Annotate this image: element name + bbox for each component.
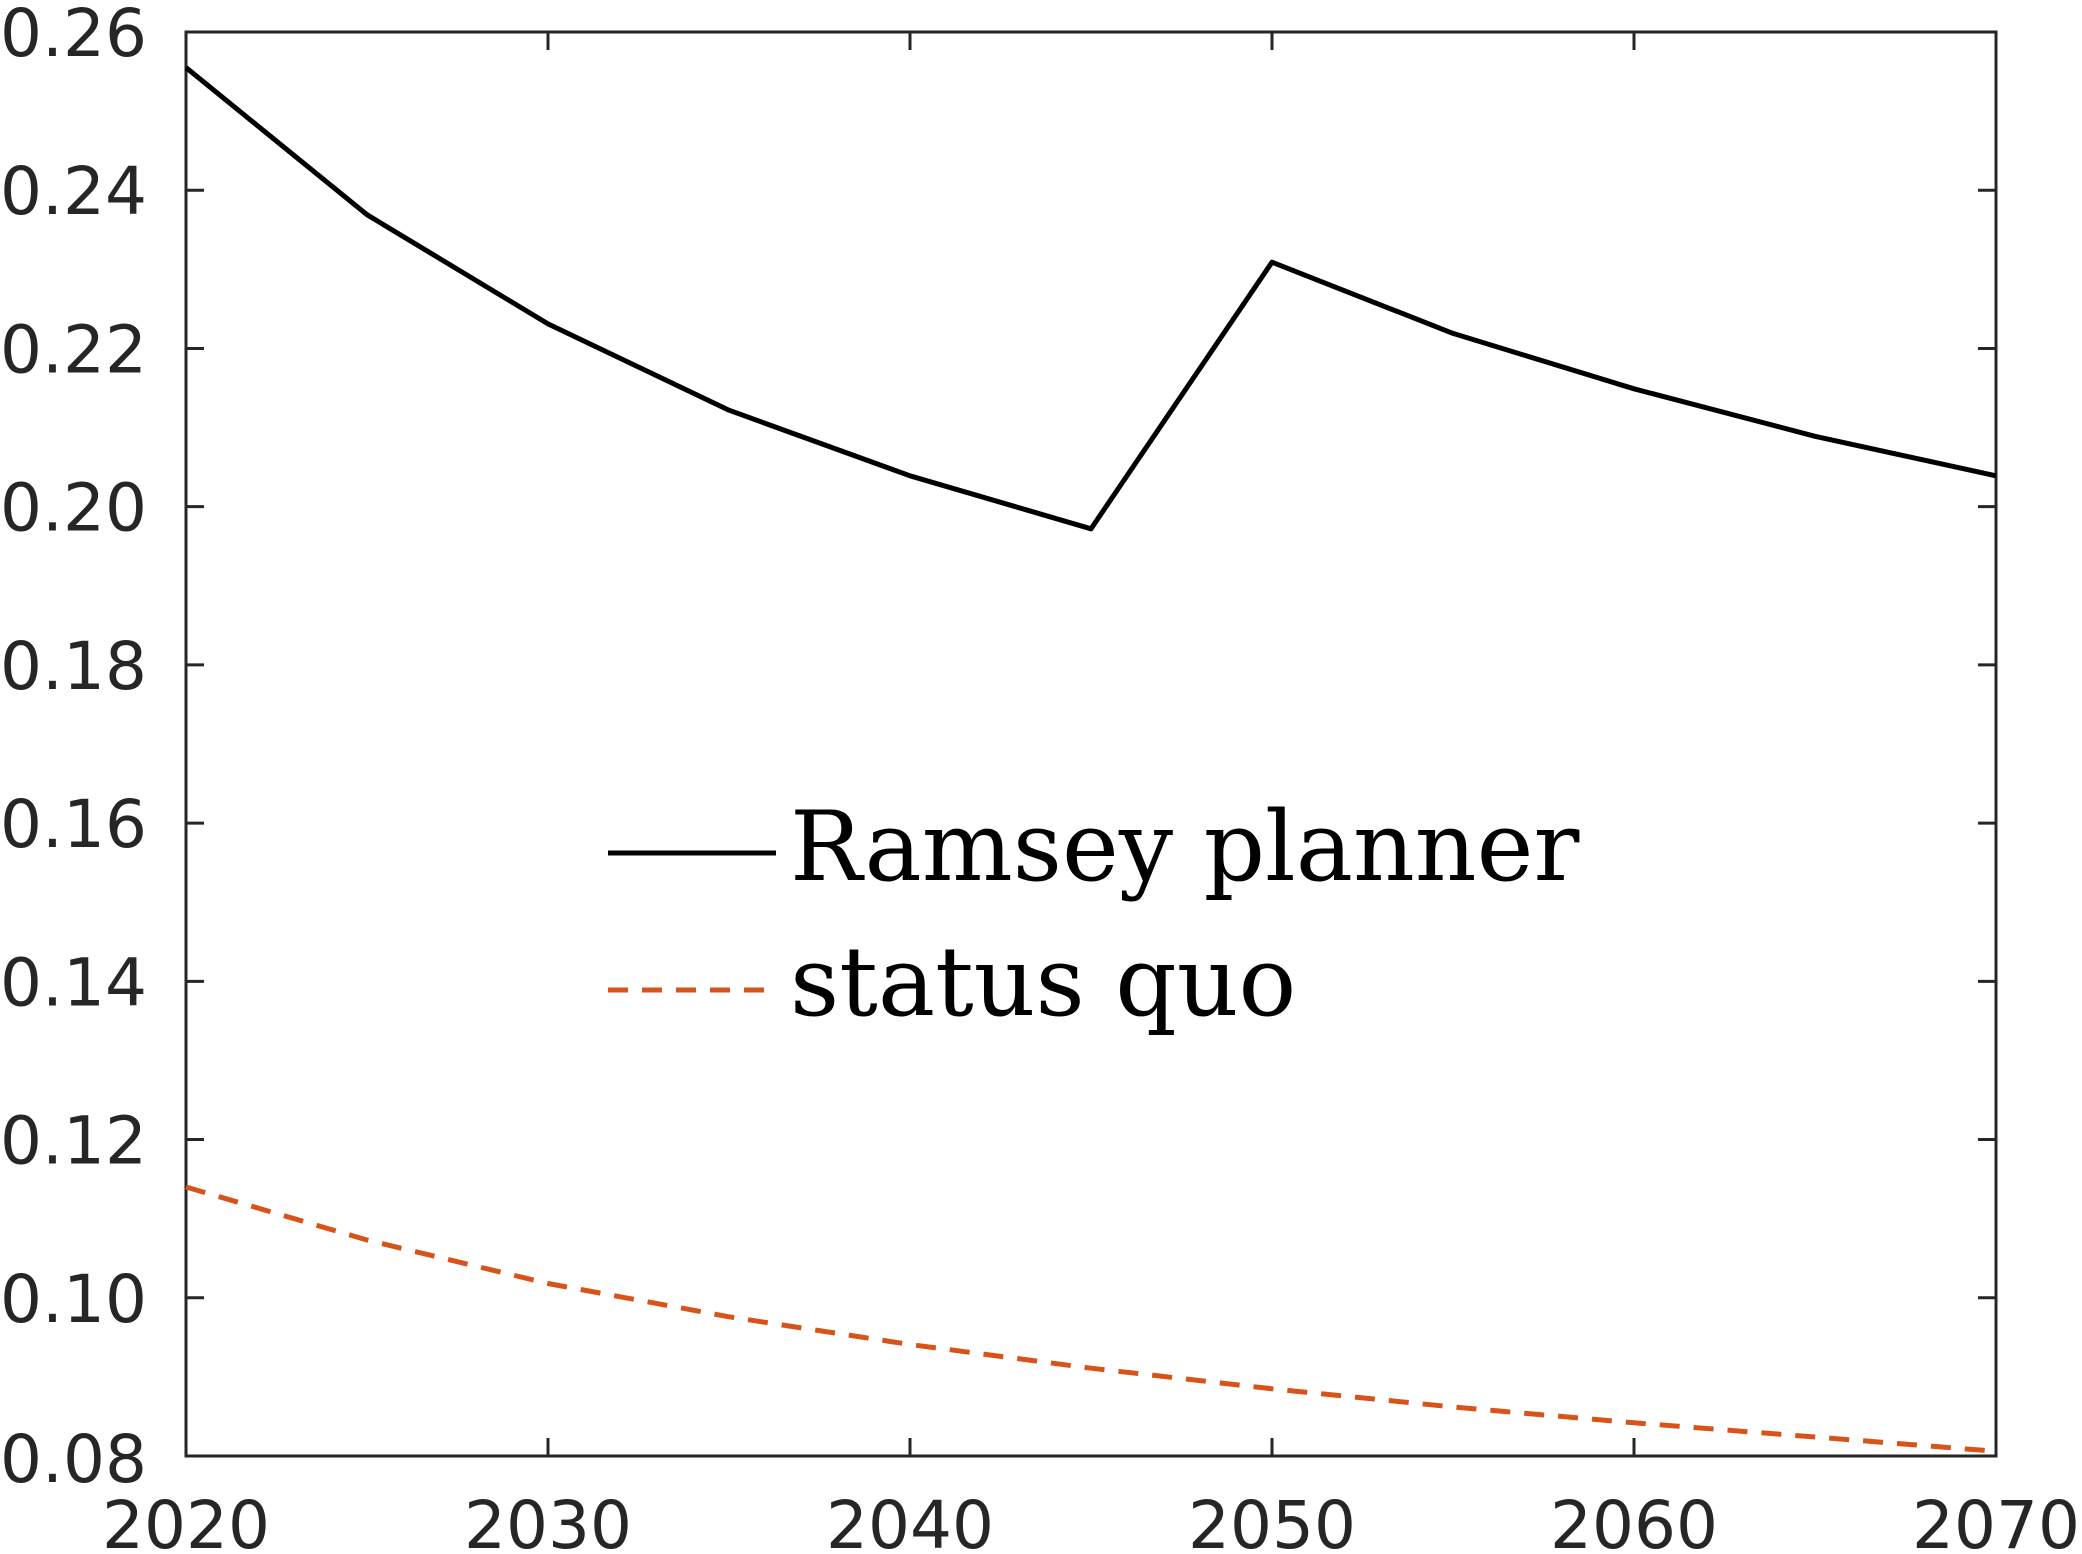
y-tick-label-9: 0.26 bbox=[0, 0, 147, 72]
x-tick-label-2050: 2050 bbox=[1188, 1487, 1356, 1554]
series-lines bbox=[184, 65, 1997, 1454]
y-tick-label-5: 0.18 bbox=[0, 628, 147, 705]
plot-area bbox=[184, 30, 1998, 1458]
y-tick-label-6: 0.20 bbox=[0, 470, 147, 547]
x-tick-label-2070: 2070 bbox=[1912, 1487, 2080, 1554]
y-tick-label-8: 0.24 bbox=[0, 153, 147, 230]
legend-label-status-quo: status quo bbox=[790, 926, 1296, 1038]
y-tick-label-0: 0.08 bbox=[0, 1421, 147, 1498]
x-tick-label-2020: 2020 bbox=[102, 1487, 270, 1554]
y-tick-label-3: 0.14 bbox=[0, 944, 147, 1021]
y-tick-label-7: 0.22 bbox=[0, 311, 147, 388]
axis-ticks bbox=[184, 30, 1998, 1458]
y-tick-label-1: 0.10 bbox=[0, 1261, 147, 1338]
x-tick-labels: 2020 2030 2040 2050 2060 2070 bbox=[102, 1487, 2080, 1554]
legend-label-ramsey-planner: Ramsey planner bbox=[790, 791, 1579, 903]
y-tick-labels: 0.08 0.10 0.12 0.14 0.16 0.18 0.20 0.22 0.24 0.26 bbox=[0, 0, 147, 1498]
x-tick-label-2040: 2040 bbox=[826, 1487, 994, 1554]
legend: Ramsey planner status quo bbox=[608, 791, 1579, 1038]
series-line-0 bbox=[184, 65, 1997, 532]
y-tick-label-2: 0.12 bbox=[0, 1103, 147, 1180]
y-tick-label-4: 0.16 bbox=[0, 786, 147, 863]
series-line-1 bbox=[185, 1184, 1997, 1454]
x-tick-label-2030: 2030 bbox=[464, 1487, 632, 1554]
x-tick-label-2060: 2060 bbox=[1550, 1487, 1718, 1554]
